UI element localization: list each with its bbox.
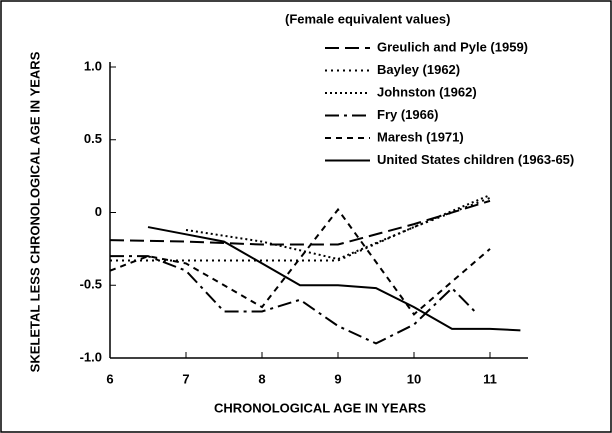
legend-label: Johnston (1962) [377,84,477,99]
series-line [147,226,521,332]
series-line [185,194,491,261]
x-tick-label: 10 [407,371,421,386]
y-tick-label: 0 [95,204,102,219]
legend-label: Fry (1966) [377,107,438,122]
y-tick-label: -0.5 [80,277,102,292]
legend-label: Bayley (1962) [377,62,460,77]
legend-label: Maresh (1971) [377,129,464,144]
y-tick-label: 1.0 [84,58,102,73]
x-tick-label: 7 [182,371,189,386]
annotation: (Female equivalent values) [285,11,450,26]
series-line [110,255,476,345]
legend-label: Greulich and Pyle (1959) [377,39,528,54]
x-tick-label: 8 [258,371,265,386]
x-axis-label: CHRONOLOGICAL AGE IN YEARS [214,400,426,415]
y-axis-label: SKELETAL LESS CHRONOLOGICAL AGE IN YEARS [27,51,42,372]
x-tick-label: 11 [483,371,497,386]
y-tick-label: -1.0 [80,349,102,364]
x-tick-label: 9 [334,371,341,386]
series-line [109,207,491,316]
y-tick-label: 0.5 [84,131,102,146]
series-line [109,199,491,246]
x-tick-label: 6 [106,371,113,386]
legend-label: United States children (1963-65) [377,152,574,167]
